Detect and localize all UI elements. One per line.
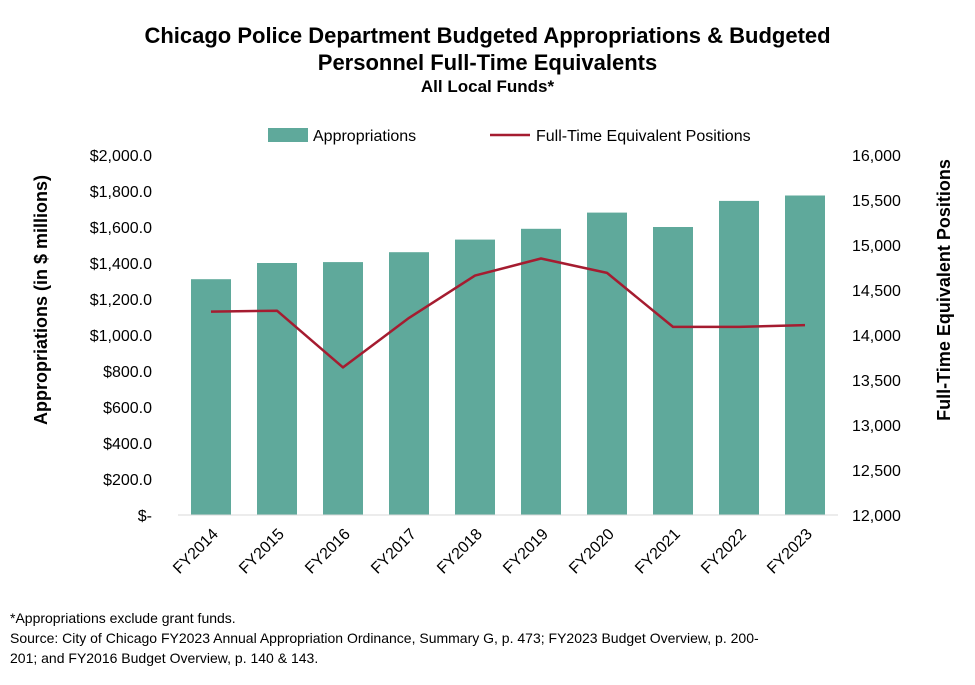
bar-fy2023 (785, 195, 825, 515)
chart-title-block: Chicago Police Department Budgeted Appro… (0, 22, 975, 98)
y-tick-right-label: 16,000 (852, 148, 901, 165)
x-tick-label: FY2018 (434, 526, 486, 578)
x-tick-label: FY2019 (500, 526, 552, 578)
x-tick-label: FY2022 (698, 526, 750, 578)
fte-line (210, 257, 806, 369)
y-tick-right-label: 13,000 (852, 418, 901, 435)
x-tick-label: FY2017 (368, 526, 420, 578)
y-tick-left-label: $- (138, 508, 152, 525)
y-tick-left-label: $800.0 (103, 364, 152, 381)
y-tick-right-label: 15,500 (852, 193, 901, 210)
y-tick-right-label: 12,000 (852, 508, 901, 525)
chart-subtitle: All Local Funds* (420, 77, 555, 96)
x-tick-label: FY2015 (236, 526, 288, 578)
bar-fy2015 (257, 263, 297, 515)
x-tick-label: FY2021 (632, 526, 684, 578)
bar-fy2014 (191, 279, 231, 515)
chart-notes: *Appropriations exclude grant funds. Sou… (10, 608, 960, 668)
bar-fy2016 (323, 262, 363, 515)
bar-fy2021 (653, 227, 693, 515)
x-tick-label: FY2016 (302, 526, 354, 578)
y-tick-left-label: $2,000.0 (90, 148, 152, 165)
y-axis-left-title: Appropriations (in $ millions) (31, 175, 51, 425)
legend-label-appropriations: Appropriations (313, 128, 416, 145)
bar-fy2019 (521, 228, 561, 516)
y-tick-left-label: $1,400.0 (90, 256, 152, 273)
chart-title-line-2: Personnel Full-Time Equivalents (317, 50, 658, 75)
legend-swatch-appropriations (268, 128, 308, 142)
x-tick-label: FY2020 (566, 526, 618, 578)
bar-fy2022 (719, 200, 759, 515)
y-tick-left-label: $1,600.0 (90, 220, 152, 237)
y-tick-left-label: $1,200.0 (90, 292, 152, 309)
y-tick-left-label: $200.0 (103, 472, 152, 489)
y-tick-left-label: $600.0 (103, 400, 152, 417)
y-axis-right-title: Full-Time Equivalent Positions (934, 159, 954, 421)
y-tick-right-label: 13,500 (852, 373, 901, 390)
x-tick-label: FY2014 (170, 526, 222, 578)
y-tick-right-label: 14,000 (852, 328, 901, 345)
source-line-1: Source: City of Chicago FY2023 Annual Ap… (10, 630, 759, 646)
x-tick-label: FY2023 (764, 526, 816, 578)
footnote: *Appropriations exclude grant funds. (10, 610, 236, 626)
bar-fy2018 (455, 239, 495, 515)
chart-title-line-1: Chicago Police Department Budgeted Appro… (144, 23, 831, 48)
source-line-2: 201; and FY2016 Budget Overview, p. 140 … (10, 650, 319, 666)
y-tick-left-label: $1,800.0 (90, 184, 152, 201)
bar-fy2017 (389, 252, 429, 515)
y-tick-left-label: $400.0 (103, 436, 152, 453)
bar-fy2020 (587, 212, 627, 515)
y-tick-left-label: $1,000.0 (90, 328, 152, 345)
y-tick-right-label: 12,500 (852, 463, 901, 480)
chart-canvas: $- $200.0 $400.0 $600.0 $800.0 $1,000.0 $1,200… (31, 128, 954, 578)
y-tick-right-label: 14,500 (852, 283, 901, 300)
y-tick-right-label: 15,000 (852, 238, 901, 255)
legend-label-fte: Full-Time Equivalent Positions (536, 128, 751, 145)
